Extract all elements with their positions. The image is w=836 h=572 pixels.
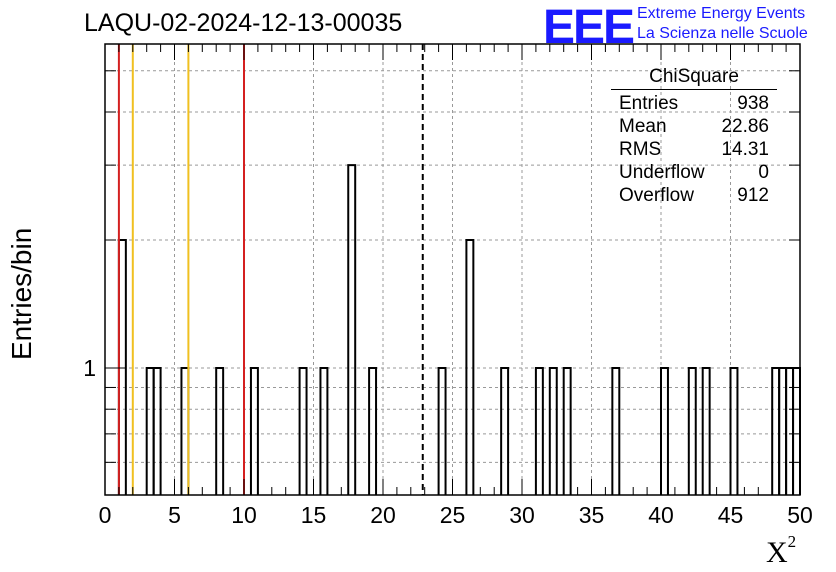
histogram-bar bbox=[249, 367, 259, 495]
histogram-bar bbox=[368, 367, 378, 495]
stats-title: ChiSquare bbox=[611, 66, 777, 90]
y-tick-label: 1 bbox=[83, 355, 96, 381]
x-tick-label: 5 bbox=[168, 502, 181, 528]
histogram-bar bbox=[548, 367, 558, 495]
histogram-bar bbox=[729, 367, 739, 495]
stats-value: 938 bbox=[737, 93, 769, 114]
stats-label: RMS bbox=[619, 139, 662, 160]
x-tick-label: 25 bbox=[440, 502, 466, 528]
stats-row-mean: Mean 22.86 bbox=[611, 115, 777, 138]
stats-label: Mean bbox=[619, 116, 667, 137]
x-tick-label: 40 bbox=[648, 502, 674, 528]
x-tick-label: 30 bbox=[509, 502, 535, 528]
histogram-bar bbox=[298, 367, 308, 495]
x-tick-label: 50 bbox=[787, 502, 813, 528]
chart-title: LAQU-02-2024-12-13-00035 bbox=[84, 9, 403, 37]
x-tick-label: 35 bbox=[579, 502, 605, 528]
tick-labels-layer: 0 5 10 15 20 25 30 35 40 45 50 1 bbox=[83, 355, 813, 528]
histogram-bar bbox=[152, 367, 162, 495]
eee-logo-line1: Extreme Energy Events bbox=[637, 5, 806, 22]
x-tick-label: 0 bbox=[99, 502, 112, 528]
x-tick-label: 15 bbox=[301, 502, 327, 528]
eee-logo-line2: La Scienza nelle Scuole bbox=[637, 25, 808, 42]
stats-row-overflow: Overflow 912 bbox=[611, 184, 777, 207]
histogram-bar bbox=[319, 367, 329, 495]
ticks-layer bbox=[104, 44, 801, 495]
histogram-bar bbox=[562, 367, 572, 495]
histogram-bar bbox=[465, 239, 475, 495]
histogram-bar bbox=[611, 367, 621, 495]
stats-row-entries: Entries 938 bbox=[611, 92, 777, 115]
stats-value: 22.86 bbox=[721, 116, 769, 137]
x-tick-label: 45 bbox=[718, 502, 744, 528]
histogram-bar bbox=[500, 367, 510, 495]
x-tick-label: 20 bbox=[370, 502, 396, 528]
bars-layer bbox=[117, 164, 801, 495]
histogram-bar bbox=[701, 367, 711, 495]
histogram-bar bbox=[660, 367, 669, 495]
stats-label: Entries bbox=[619, 93, 679, 114]
marker-lines-layer bbox=[117, 44, 424, 495]
histogram-bar bbox=[437, 367, 447, 495]
stats-row-rms: RMS 14.31 bbox=[611, 138, 777, 161]
stats-label: Underflow bbox=[619, 162, 705, 183]
x-tick-label: 10 bbox=[231, 502, 257, 528]
x-axis-label: X2 bbox=[766, 532, 797, 569]
stats-label: Overflow bbox=[619, 185, 694, 206]
histogram-bar bbox=[534, 367, 544, 495]
stats-value: 912 bbox=[737, 185, 769, 206]
stats-value: 0 bbox=[758, 162, 769, 183]
stats-row-underflow: Underflow 0 bbox=[611, 161, 777, 184]
histogram-bar bbox=[347, 164, 357, 495]
stats-value: 14.31 bbox=[721, 139, 769, 160]
stats-box: ChiSquare Entries 938 Mean 22.86 RMS 14.… bbox=[611, 66, 777, 207]
histogram-bar bbox=[215, 367, 225, 495]
histogram-bar bbox=[687, 367, 697, 495]
